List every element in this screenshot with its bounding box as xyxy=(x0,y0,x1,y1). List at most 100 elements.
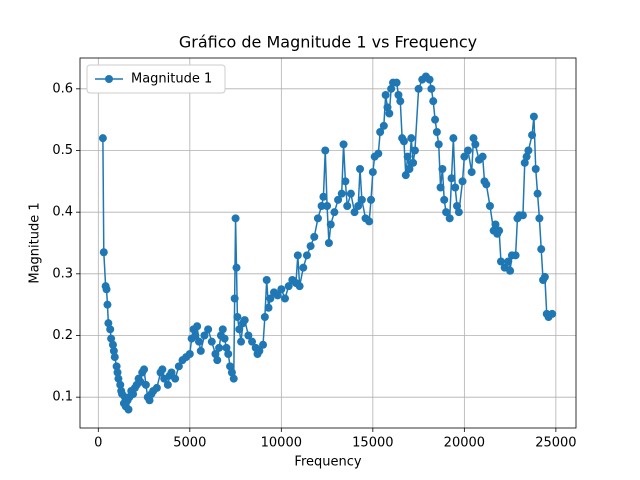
data-point xyxy=(478,152,487,161)
data-point xyxy=(313,214,322,223)
data-point xyxy=(324,239,333,247)
data-point xyxy=(158,365,167,374)
chart-title: Gráfico de Magnitude 1 vs Frequency xyxy=(179,33,477,52)
data-point xyxy=(330,208,339,217)
data-point xyxy=(103,300,112,309)
x-tick-label: 0 xyxy=(94,436,102,451)
data-point xyxy=(350,208,359,217)
data-point xyxy=(454,208,463,217)
data-point xyxy=(453,202,462,210)
data-point xyxy=(540,272,549,281)
data-point xyxy=(471,140,480,149)
data-point xyxy=(409,158,418,167)
data-point xyxy=(167,368,176,377)
data-point xyxy=(410,146,419,155)
legend: Magnitude 1 xyxy=(86,64,226,94)
data-point xyxy=(533,189,542,198)
data-point xyxy=(302,251,311,260)
data-point xyxy=(114,374,123,383)
data-point xyxy=(407,134,416,143)
legend-label: Magnitude 1 xyxy=(131,72,212,87)
data-point xyxy=(220,334,229,343)
data-point xyxy=(106,325,115,334)
data-point xyxy=(193,322,202,331)
data-point xyxy=(140,365,149,374)
data-point xyxy=(237,337,246,346)
data-point xyxy=(200,331,209,340)
data-point xyxy=(535,214,544,223)
data-point xyxy=(447,174,456,183)
data-point xyxy=(145,396,154,405)
data-point xyxy=(531,165,540,173)
data-point xyxy=(339,140,348,149)
y-tick-label: 0.4 xyxy=(52,205,73,220)
data-point xyxy=(98,134,107,143)
data-point xyxy=(548,309,557,318)
data-point xyxy=(323,202,332,210)
data-point xyxy=(376,128,385,136)
data-point xyxy=(109,346,118,355)
data-point xyxy=(367,195,376,204)
data-point xyxy=(259,340,268,349)
data-point xyxy=(357,195,366,204)
data-point xyxy=(346,189,355,198)
legend-box xyxy=(86,64,226,94)
data-point xyxy=(112,362,121,371)
data-point xyxy=(451,183,460,192)
data-point xyxy=(306,242,315,251)
data-point xyxy=(280,294,289,303)
data-point xyxy=(485,202,494,210)
data-point xyxy=(321,146,330,155)
data-point xyxy=(129,390,138,399)
data-point xyxy=(337,189,346,198)
data-point xyxy=(255,346,264,355)
x-axis-label: Frequency xyxy=(294,455,361,470)
data-point xyxy=(381,91,390,99)
data-point xyxy=(436,183,445,192)
data-point xyxy=(99,248,108,257)
data-point xyxy=(506,266,515,275)
data-point xyxy=(520,158,529,167)
data-point xyxy=(383,103,392,112)
data-point xyxy=(240,316,249,325)
data-point xyxy=(104,319,113,328)
data-point xyxy=(528,131,537,140)
data-point xyxy=(356,165,365,173)
data-point xyxy=(385,109,394,118)
data-point xyxy=(431,115,440,124)
data-point xyxy=(108,340,117,349)
data-point xyxy=(405,165,414,173)
data-point xyxy=(429,97,438,106)
data-point xyxy=(107,334,116,343)
data-point xyxy=(529,112,538,121)
data-point xyxy=(396,97,405,106)
data-point xyxy=(440,195,449,204)
data-point xyxy=(299,263,308,272)
data-point xyxy=(511,251,520,260)
data-point xyxy=(524,146,533,155)
data-point xyxy=(537,245,546,254)
data-point xyxy=(116,380,125,389)
data-point xyxy=(464,146,473,155)
data-point xyxy=(244,331,253,340)
data-point xyxy=(207,337,216,346)
data-point xyxy=(432,128,441,136)
data-point xyxy=(334,195,343,204)
data-point xyxy=(293,251,302,260)
data-point xyxy=(273,291,282,300)
data-point xyxy=(264,303,273,312)
y-tick-label: 0.3 xyxy=(52,266,73,281)
data-point xyxy=(368,168,377,177)
data-point xyxy=(284,282,293,291)
data-point xyxy=(343,202,352,210)
data-point xyxy=(124,405,133,414)
data-point xyxy=(427,84,436,93)
data-point xyxy=(482,180,491,189)
y-tick-label: 0.1 xyxy=(52,390,73,405)
data-point xyxy=(341,177,350,186)
x-tick-label: 25000 xyxy=(535,436,576,451)
data-point xyxy=(414,84,423,93)
data-point xyxy=(204,325,213,334)
data-point xyxy=(262,276,271,284)
